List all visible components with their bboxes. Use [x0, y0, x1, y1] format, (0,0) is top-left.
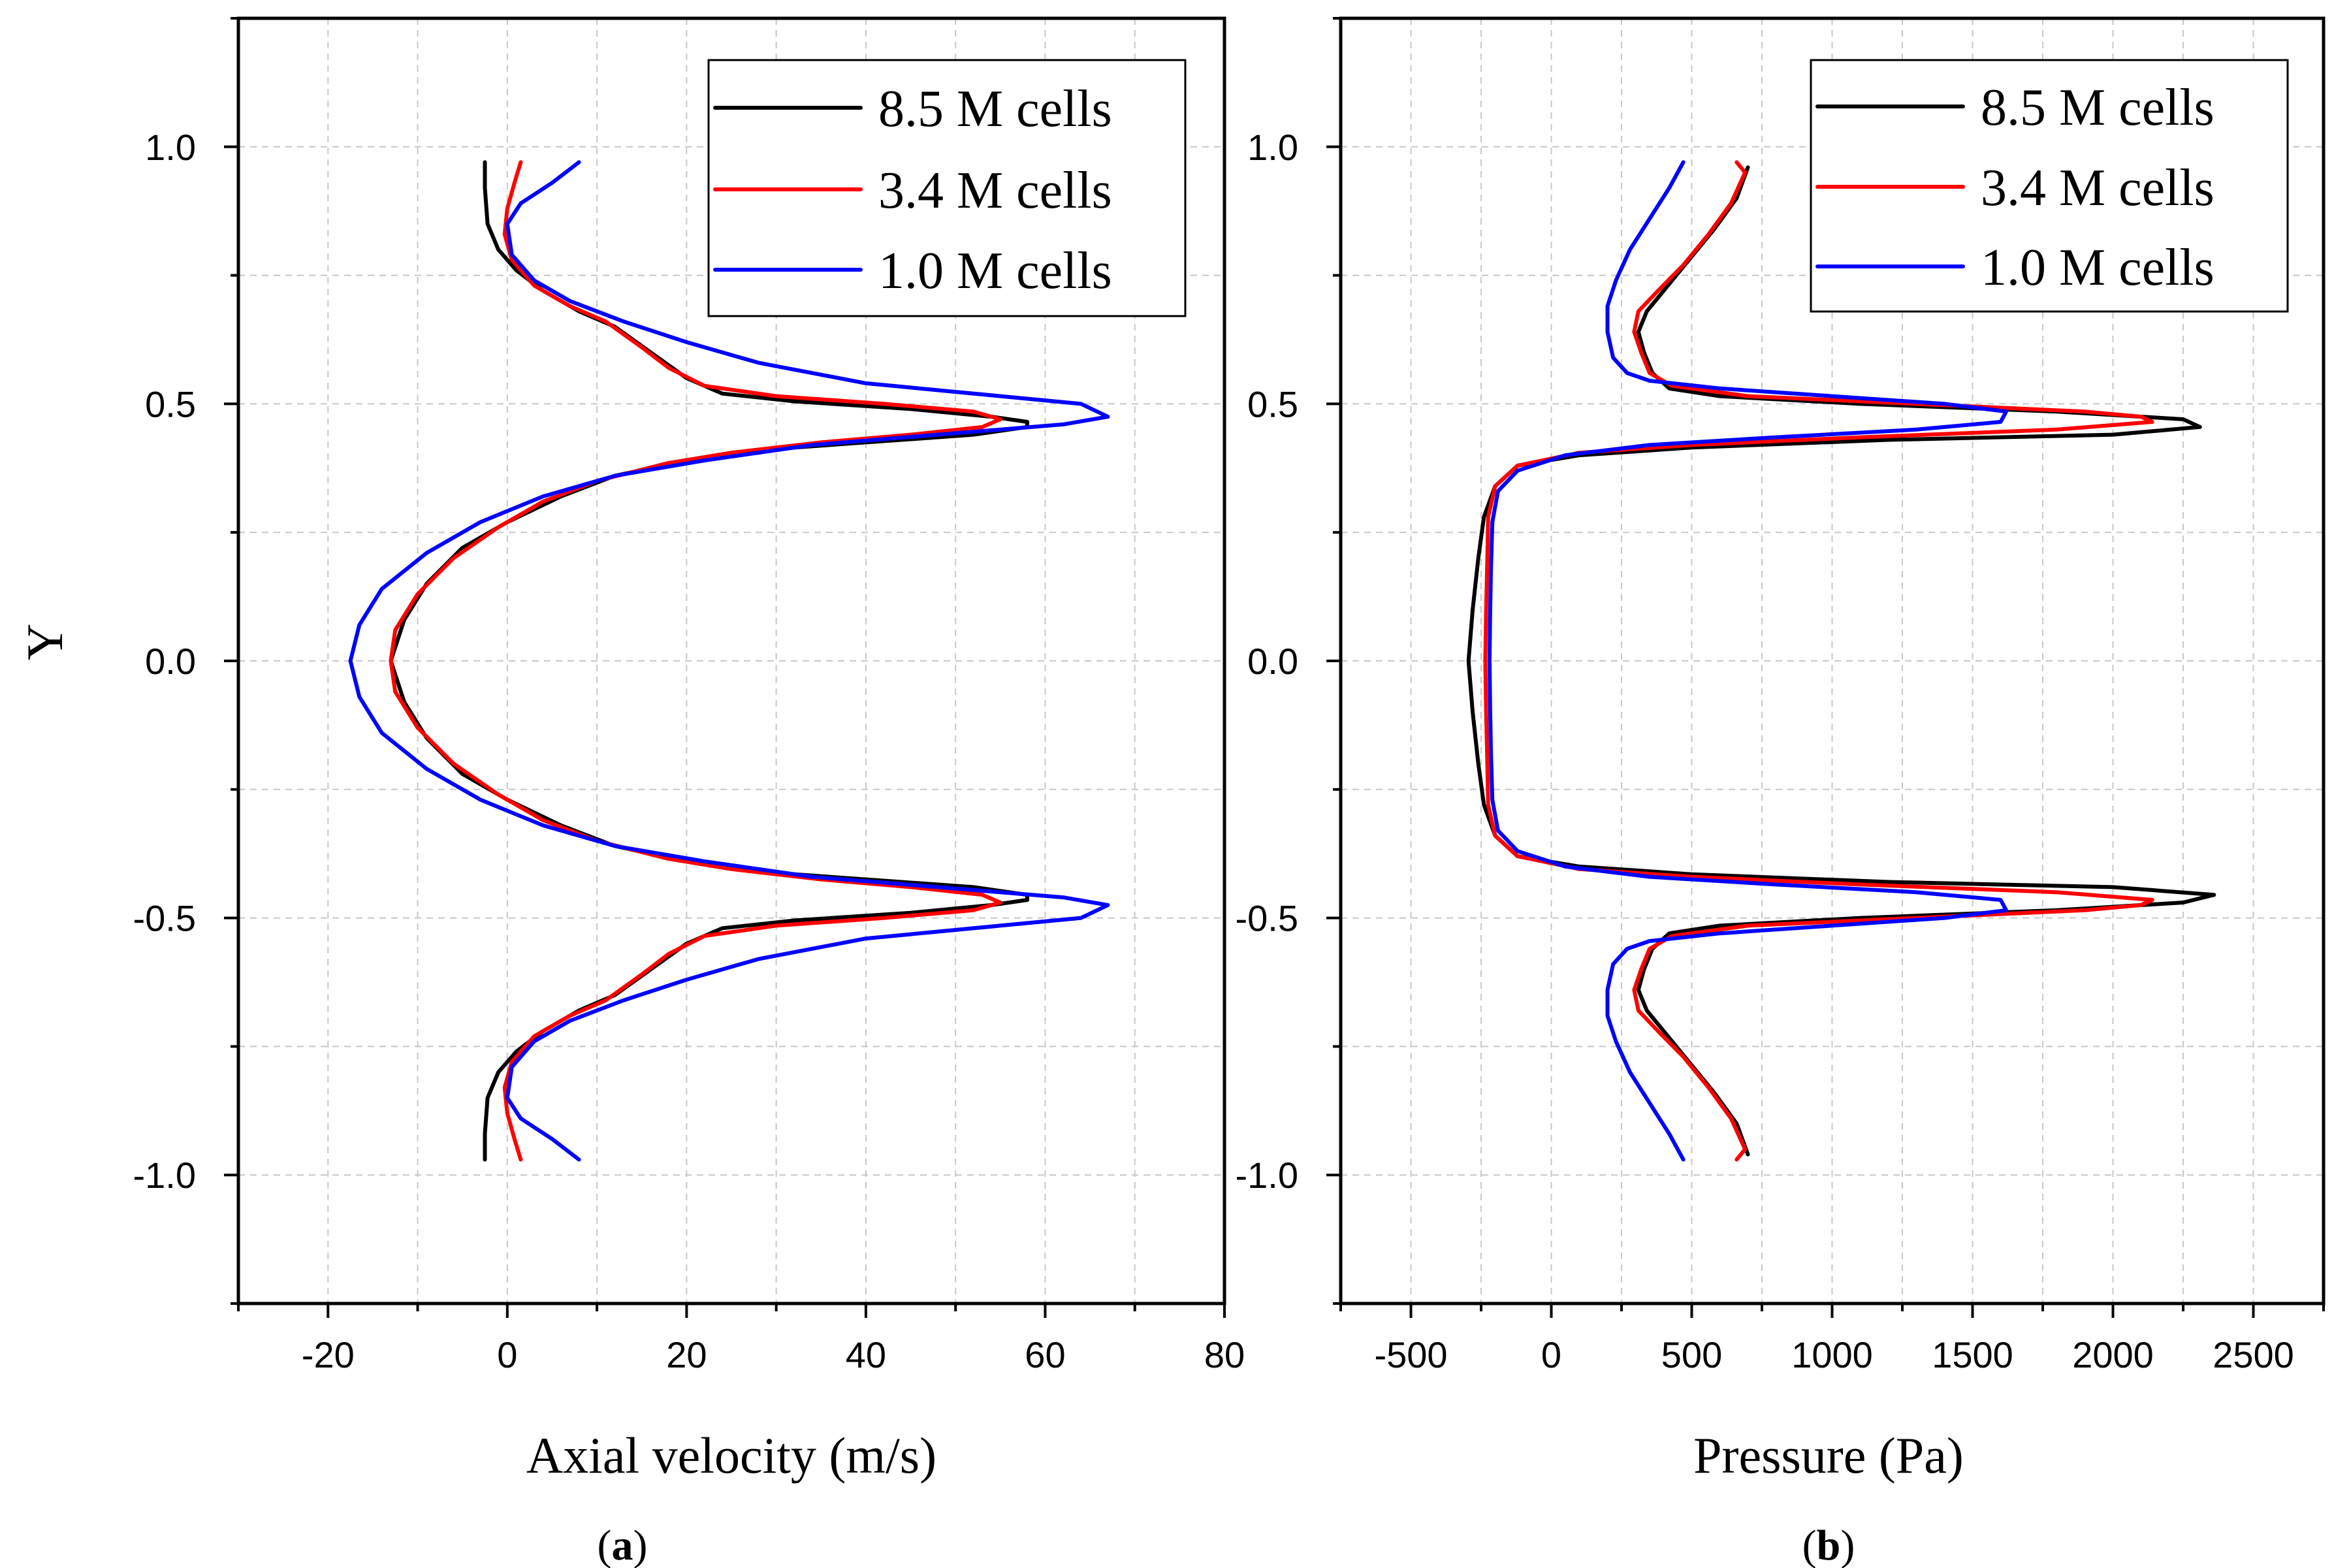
panel-a-legend: 8.5 M cells 3.4 M cells 1.0 M cells	[707, 59, 1187, 317]
panel-b-series-1-0-m-cells	[1487, 160, 2009, 1162]
panel-a-x-tick-label-20: -20	[302, 1334, 355, 1375]
panel-b-x-axis-title: Pressure (Pa)	[1693, 1427, 1964, 1484]
panel-a-legend-label-3-4m: 3.4 M cells	[878, 162, 1112, 219]
panel-a-caption-close: )	[633, 1522, 648, 1568]
panel-b-x-tick-label-500: 500	[1661, 1334, 1722, 1375]
panel-b-ticks	[1326, 17, 2325, 1318]
panel-b-x-tick-label-0: 0	[1541, 1334, 1561, 1375]
panel-b-pressure-chart: -500 0 500 1000 1500 2000 2500 -1.0 -0.5 0.0 0.5 1.…	[1236, 16, 2326, 1568]
panel-a-caption-label: (a)	[598, 1522, 648, 1568]
panel-a-series-3-4-m-cells	[389, 160, 1002, 1162]
panel-b-y-tick-label-0-0: 0.0	[1247, 641, 1298, 682]
panel-a-y-tick-label-1-0: 1.0	[145, 127, 196, 168]
panel-a-legend-label-8-5m: 8.5 M cells	[878, 80, 1112, 138]
panel-a-x-tick-label-0: 0	[497, 1334, 517, 1375]
panel-b-legend-label-8-5m: 8.5 M cells	[1981, 79, 2214, 136]
panel-a-tick-labels: -20 0 20 40 60 80 -1.0 -0.5 0.0 0.5 1.0	[133, 127, 1245, 1375]
panel-b-x-tick-label-2000: 2000	[2072, 1334, 2154, 1375]
panel-b-y-tick-label-1-0: -1.0	[1236, 1155, 1299, 1196]
panel-a-caption-letter: a	[612, 1522, 633, 1568]
panel-b-caption-letter: b	[1817, 1522, 1841, 1568]
panel-b-x-tick-label-500: -500	[1374, 1334, 1447, 1375]
panel-a-x-axis-title: Axial velocity (m/s)	[526, 1427, 936, 1484]
panel-a-y-tick-label-0-5: 0.5	[145, 383, 196, 424]
panel-b-legend-label-3-4m: 3.4 M cells	[1981, 159, 2214, 217]
panel-b-x-tick-label-2500: 2500	[2213, 1334, 2294, 1375]
panel-a-y-tick-label-0-5: -0.5	[133, 898, 197, 939]
panel-a-legend-label-1-0m: 1.0 M cells	[878, 242, 1112, 300]
panel-b-caption-open: (	[1802, 1522, 1817, 1568]
panel-a-ticks	[224, 17, 1226, 1318]
panel-b-y-tick-label-1-0: 1.0	[1247, 127, 1298, 168]
panel-a-y-tick-label-1-0: -1.0	[133, 1155, 197, 1196]
panel-b-caption-label: (b)	[1802, 1522, 1855, 1568]
panel-a-y-axis-title: Y	[16, 624, 73, 660]
panel-b-y-tick-label-0-5: -0.5	[1236, 898, 1299, 939]
panel-a-x-tick-label-40: 40	[846, 1334, 886, 1375]
panel-b-series	[1466, 160, 2216, 1162]
panel-b-series-3-4-m-cells	[1483, 160, 2154, 1162]
panel-b-x-tick-label-1000: 1000	[1791, 1334, 1873, 1375]
panel-a-series	[348, 160, 1110, 1162]
panel-a-x-tick-label-60: 60	[1025, 1334, 1065, 1375]
panel-b-legend-label-1-0m: 1.0 M cells	[1981, 239, 2214, 296]
panel-b-y-tick-label-0-5: 0.5	[1247, 383, 1298, 424]
panel-a-x-tick-label-20: 20	[666, 1334, 707, 1375]
panel-b-x-tick-label-1500: 1500	[1932, 1334, 2013, 1375]
panel-a-caption-open: (	[598, 1522, 612, 1568]
panel-a-series-1-0-m-cells	[348, 160, 1110, 1162]
panel-a-x-tick-label-80: 80	[1204, 1334, 1245, 1375]
panel-a-y-tick-label-0-0: 0.0	[145, 641, 196, 682]
panel-b-legend: 8.5 M cells 3.4 M cells 1.0 M cells	[1810, 59, 2289, 313]
panel-b-caption-close: )	[1840, 1522, 1855, 1568]
panel-a-axial-velocity-chart: -20 0 20 40 60 80 -1.0 -0.5 0.0 0.5 1.0 Axial velo…	[16, 16, 1245, 1568]
panel-b-tick-labels: -500 0 500 1000 1500 2000 2500 -1.0 -0.5 0.0 0.5 1.…	[1236, 127, 2294, 1375]
